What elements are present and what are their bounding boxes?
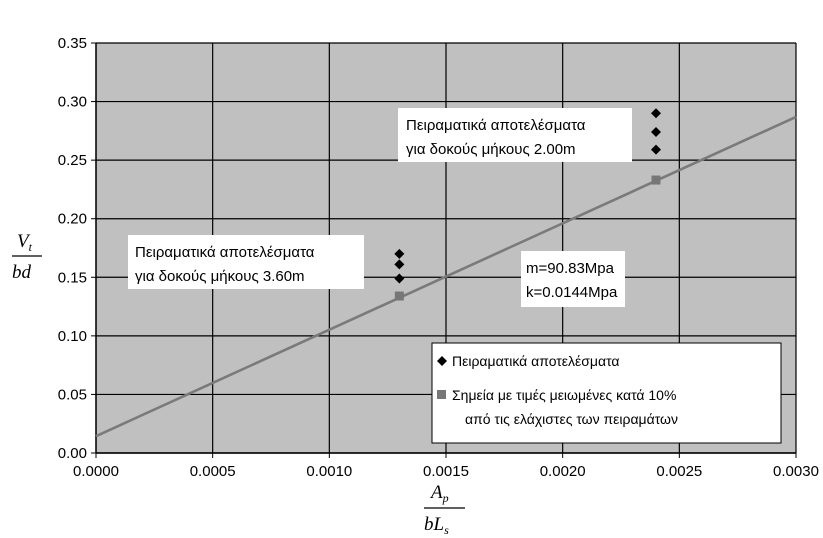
annotation-36m-line2: για δοκούς μήκους 3.60m <box>135 268 305 285</box>
annotation-2m-box <box>398 108 632 162</box>
y-tick-label: 0.25 <box>58 152 87 169</box>
y-tick-label: 0.20 <box>58 211 87 228</box>
fit-line <box>95 115 797 438</box>
annotation-params: m=90.83Mpa k=0.0144Mpa <box>521 251 625 307</box>
data-points <box>394 108 661 301</box>
y-tick-label: 0.10 <box>58 328 87 345</box>
y-label-denominator: bd <box>12 262 32 283</box>
reduced-value-point <box>394 291 404 301</box>
x-tick-label: 0.0010 <box>306 463 352 480</box>
y-label-numerator: Vt <box>17 231 33 254</box>
y-tick-label: 0.15 <box>58 269 87 286</box>
legend-entry-experimental: Πειραματικά αποτελέσματα <box>452 353 620 369</box>
experimental-point <box>651 127 661 138</box>
annotation-36m-line1: Πειραματικά αποτελέσματα <box>135 244 315 261</box>
x-tick-labels: 0.0000 0.0005 0.0010 0.0015 0.0020 0.0025 0.00… <box>73 463 819 480</box>
annotation-2m: Πειραματικά αποτελέσματα για δοκούς μήκο… <box>398 108 632 162</box>
x-tick-label: 0.0025 <box>656 463 702 480</box>
x-tick-label: 0.0000 <box>73 463 119 480</box>
x-axis-label: Ap bLs <box>424 482 465 537</box>
fit-line-group <box>95 115 797 438</box>
annotation-m: m=90.83Mpa <box>526 260 615 277</box>
x-tick-label: 0.0005 <box>190 463 236 480</box>
y-tick-label: 0.30 <box>58 94 87 111</box>
x-label-numerator: Ap <box>429 482 449 505</box>
legend-square-marker <box>437 390 446 399</box>
y-tick-labels: 0.00 0.05 0.10 0.15 0.20 0.25 0.30 0.35 <box>58 35 87 462</box>
x-tick-label: 0.0020 <box>540 463 586 480</box>
annotation-k: k=0.0144Mpa <box>526 284 618 301</box>
x-tick-label: 0.0015 <box>423 463 469 480</box>
experimental-point <box>394 248 405 259</box>
annotation-params-box <box>521 251 625 307</box>
experimental-point <box>394 273 405 284</box>
experimental-point <box>394 259 405 270</box>
y-tick-label: 0.35 <box>58 35 87 52</box>
experimental-point <box>651 144 661 155</box>
y-tick-label: 0.05 <box>58 386 87 403</box>
annotation-2m-line2: για δοκούς μήκους 2.00m <box>406 141 576 158</box>
y-tick-label: 0.00 <box>58 445 87 462</box>
x-label-denominator: bLs <box>424 514 449 537</box>
reduced-value-point <box>651 175 661 185</box>
legend-entry-reduced-line2: από τις ελάχιστες των πειραμάτων <box>465 411 678 427</box>
annotation-36m-box <box>128 235 364 289</box>
annotation-36m: Πειραματικά αποτελέσματα για δοκούς μήκο… <box>128 235 364 289</box>
annotation-2m-line1: Πειραματικά αποτελέσματα <box>406 117 586 134</box>
legend-entry-reduced-line1: Σημεία με τιμές μειωμένες κατά 10% <box>452 387 676 403</box>
experimental-point <box>651 108 661 119</box>
legend: Πειραματικά αποτελέσματα Σημεία με τιμές… <box>431 342 782 444</box>
y-axis-label: Vt bd <box>12 231 42 283</box>
legend-box <box>431 342 782 444</box>
legend-diamond-marker <box>437 356 447 366</box>
x-tick-label: 0.0030 <box>773 463 819 480</box>
